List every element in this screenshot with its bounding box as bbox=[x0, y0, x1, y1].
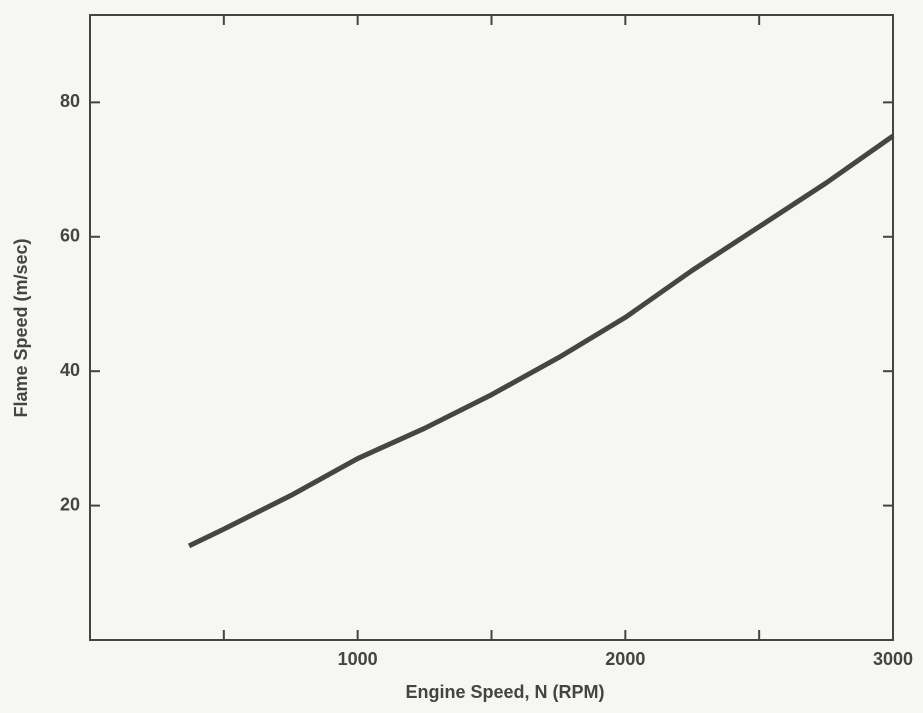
x-tick-label: 3000 bbox=[873, 649, 913, 669]
plot-frame bbox=[89, 14, 894, 641]
y-tick-label: 40 bbox=[60, 360, 80, 380]
y-tick-label: 20 bbox=[60, 494, 80, 514]
y-tick-label: 80 bbox=[60, 91, 80, 111]
y-tick-label: 60 bbox=[60, 226, 80, 246]
x-tick-label: 2000 bbox=[605, 649, 645, 669]
y-axis-label: Flame Speed (m/sec) bbox=[11, 238, 31, 417]
x-axis-label: Engine Speed, N (RPM) bbox=[405, 682, 604, 702]
data-line bbox=[187, 133, 895, 549]
x-tick-label: 1000 bbox=[338, 649, 378, 669]
